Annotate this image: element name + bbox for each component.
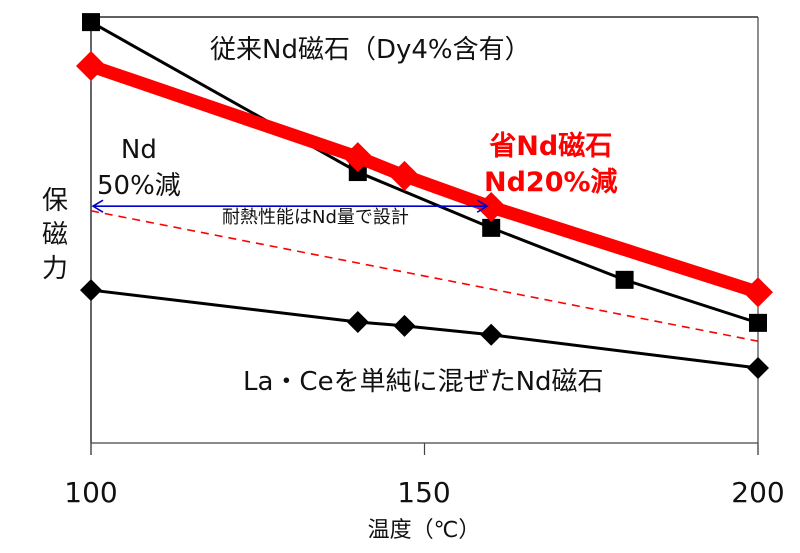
- nd50-line1: Nd: [120, 135, 157, 165]
- square-marker: [482, 218, 501, 237]
- ylabel-char: 保: [41, 186, 68, 216]
- diamond-marker: [393, 314, 416, 337]
- diamond-marker: [476, 191, 507, 222]
- nd50-reduction-label: Nd 50%減: [97, 132, 181, 204]
- heat-resistance-note: 耐熱性能はNd量で設計: [222, 207, 409, 228]
- series-layer: [76, 13, 773, 380]
- square-marker: [82, 13, 100, 32]
- diamond-marker: [342, 142, 373, 173]
- series-line: [90, 210, 759, 342]
- x-axis-label: 温度（℃）: [367, 518, 481, 543]
- y-axis-label: 保 磁 力: [40, 184, 70, 286]
- plot-frame: [90, 16, 759, 455]
- series-line: [88, 59, 760, 299]
- nd-saving-line2: Nd20%減: [484, 167, 618, 198]
- x-tick-150: 150: [397, 476, 451, 509]
- diamond-marker: [743, 277, 773, 308]
- diamond-marker: [480, 323, 503, 346]
- square-marker: [615, 270, 634, 289]
- nd50-line2: 50%減: [97, 171, 181, 201]
- ylabel-char: 磁: [41, 220, 68, 250]
- arrow-head-left: [91, 199, 104, 213]
- square-marker: [749, 313, 767, 332]
- nd-saving-line1: 省Nd磁石: [489, 131, 613, 162]
- diamond-marker: [346, 311, 369, 334]
- diamond-marker: [747, 357, 769, 380]
- diamond-marker: [76, 50, 106, 81]
- ylabel-char: 力: [41, 254, 68, 284]
- diamond-marker: [80, 279, 102, 302]
- la-ce-magnet-label: La・Ceを単純に混ぜたNd磁石: [243, 367, 604, 397]
- arrow-head-right: [476, 199, 489, 213]
- diamond-marker: [389, 160, 420, 191]
- conventional-magnet-label: 従来Nd磁石（Dy4%含有）: [210, 35, 531, 65]
- series-line: [90, 288, 759, 370]
- nd-design-arrow: [91, 199, 489, 213]
- nd-saving-magnet-label: 省Nd磁石 Nd20%減: [484, 129, 618, 201]
- series-line: [90, 20, 759, 325]
- x-tick-200: 200: [731, 476, 785, 509]
- x-tick-100: 100: [64, 476, 118, 509]
